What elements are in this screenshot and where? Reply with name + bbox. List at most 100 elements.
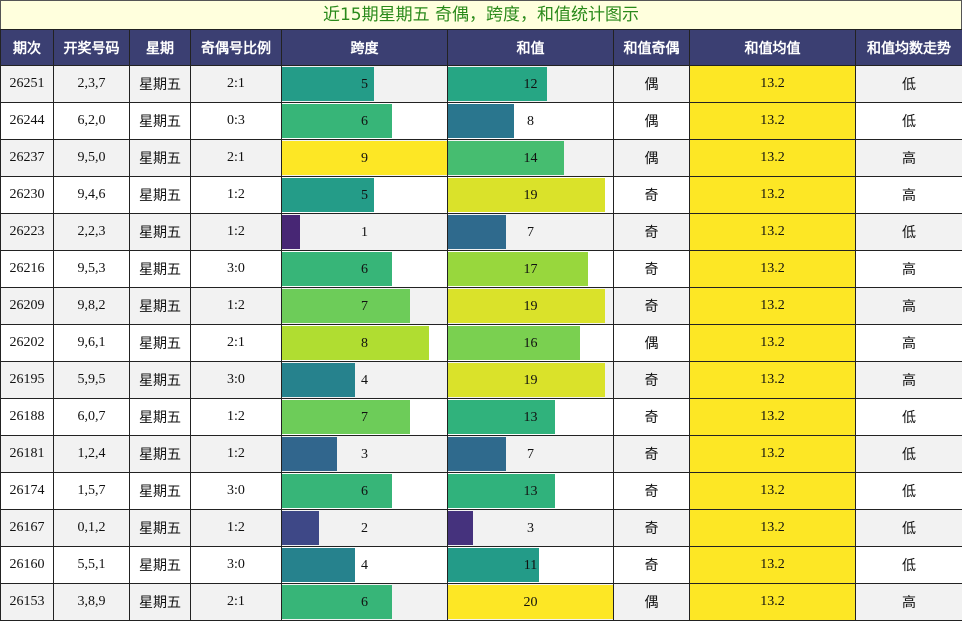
- sum-cell: 19: [447, 287, 614, 325]
- issue-cell: 26181: [0, 435, 54, 473]
- sum-cell: 11: [447, 546, 614, 584]
- sum-label: 19: [523, 298, 538, 314]
- weekday-cell: 星期五: [129, 435, 191, 473]
- span-label: 7: [361, 298, 368, 314]
- parity-cell: 偶: [613, 65, 690, 103]
- weekday-cell: 星期五: [129, 65, 191, 103]
- numbers-cell: 9,5,0: [53, 139, 130, 177]
- issue-cell: 26223: [0, 213, 54, 251]
- issue-cell: 26153: [0, 583, 54, 621]
- header-trend: 和值均数走势: [855, 29, 962, 66]
- parity-cell: 偶: [613, 139, 690, 177]
- numbers-cell: 1,5,7: [53, 472, 130, 510]
- sum-bar: [448, 215, 506, 249]
- table-row: 26195 5,9,5 星期五 3:0 4 19 奇 13.2 高: [0, 361, 962, 399]
- span-cell: 6: [281, 472, 448, 510]
- sum-bar: [448, 585, 613, 619]
- span-cell: 6: [281, 102, 448, 140]
- sum-label: 13: [523, 483, 538, 499]
- parity-cell: 奇: [613, 176, 690, 214]
- span-bar: [282, 511, 319, 545]
- avg-cell: 13.2: [689, 583, 856, 621]
- weekday-cell: 星期五: [129, 287, 191, 325]
- ratio-cell: 0:3: [190, 102, 282, 140]
- parity-cell: 偶: [613, 324, 690, 362]
- span-bar: [282, 178, 374, 212]
- span-bar: [282, 326, 429, 360]
- issue-cell: 26202: [0, 324, 54, 362]
- numbers-cell: 2,3,7: [53, 65, 130, 103]
- span-bar: [282, 474, 392, 508]
- span-label: 8: [361, 335, 368, 351]
- sum-label: 19: [523, 372, 538, 388]
- sum-cell: 8: [447, 102, 614, 140]
- span-label: 5: [361, 187, 368, 203]
- span-cell: 7: [281, 398, 448, 436]
- avg-cell: 13.2: [689, 509, 856, 547]
- issue-cell: 26244: [0, 102, 54, 140]
- header-ratio: 奇偶号比例: [190, 29, 282, 66]
- issue-cell: 26237: [0, 139, 54, 177]
- sum-bar: [448, 437, 506, 471]
- numbers-cell: 9,8,2: [53, 287, 130, 325]
- sum-label: 7: [527, 446, 534, 462]
- span-bar: [282, 215, 301, 249]
- header-span: 跨度: [281, 29, 448, 66]
- avg-cell: 13.2: [689, 250, 856, 288]
- span-cell: 8: [281, 324, 448, 362]
- trend-cell: 高: [855, 361, 962, 399]
- weekday-cell: 星期五: [129, 324, 191, 362]
- avg-cell: 13.2: [689, 176, 856, 214]
- avg-cell: 13.2: [689, 435, 856, 473]
- sum-label: 16: [523, 335, 538, 351]
- span-label: 1: [361, 224, 368, 240]
- table-row: 26181 1,2,4 星期五 1:2 3 7 奇 13.2 低: [0, 435, 962, 473]
- sum-cell: 20: [447, 583, 614, 621]
- weekday-cell: 星期五: [129, 361, 191, 399]
- numbers-cell: 6,0,7: [53, 398, 130, 436]
- sum-cell: 19: [447, 361, 614, 399]
- weekday-cell: 星期五: [129, 472, 191, 510]
- parity-cell: 奇: [613, 361, 690, 399]
- sum-label: 12: [523, 76, 538, 92]
- table-body: 26251 2,3,7 星期五 2:1 5 12 偶 13.2 低 26244 6,2,0 星期五 0:…: [0, 65, 962, 621]
- ratio-cell: 3:0: [190, 361, 282, 399]
- sum-cell: 17: [447, 250, 614, 288]
- sum-label: 7: [527, 224, 534, 240]
- sum-label: 19: [523, 187, 538, 203]
- numbers-cell: 6,2,0: [53, 102, 130, 140]
- avg-cell: 13.2: [689, 213, 856, 251]
- span-cell: 5: [281, 176, 448, 214]
- sum-bar: [448, 289, 605, 323]
- issue-cell: 26230: [0, 176, 54, 214]
- trend-cell: 低: [855, 398, 962, 436]
- ratio-cell: 1:2: [190, 176, 282, 214]
- header-avg: 和值均值: [689, 29, 856, 66]
- numbers-cell: 1,2,4: [53, 435, 130, 473]
- weekday-cell: 星期五: [129, 509, 191, 547]
- sum-cell: 13: [447, 398, 614, 436]
- span-cell: 6: [281, 583, 448, 621]
- table-row: 26160 5,5,1 星期五 3:0 4 11 奇 13.2 低: [0, 546, 962, 584]
- parity-cell: 奇: [613, 509, 690, 547]
- weekday-cell: 星期五: [129, 546, 191, 584]
- issue-cell: 26167: [0, 509, 54, 547]
- table-row: 26188 6,0,7 星期五 1:2 7 13 奇 13.2 低: [0, 398, 962, 436]
- issue-cell: 26188: [0, 398, 54, 436]
- parity-cell: 奇: [613, 472, 690, 510]
- table-row: 26230 9,4,6 星期五 1:2 5 19 奇 13.2 高: [0, 176, 962, 214]
- sum-label: 20: [523, 594, 538, 610]
- avg-cell: 13.2: [689, 287, 856, 325]
- sum-bar: [448, 67, 547, 101]
- span-label: 6: [361, 261, 368, 277]
- issue-cell: 26251: [0, 65, 54, 103]
- numbers-cell: 5,5,1: [53, 546, 130, 584]
- weekday-cell: 星期五: [129, 583, 191, 621]
- span-bar: [282, 289, 411, 323]
- span-label: 3: [361, 446, 368, 462]
- trend-cell: 高: [855, 250, 962, 288]
- issue-cell: 26216: [0, 250, 54, 288]
- trend-cell: 低: [855, 509, 962, 547]
- span-label: 5: [361, 76, 368, 92]
- ratio-cell: 2:1: [190, 583, 282, 621]
